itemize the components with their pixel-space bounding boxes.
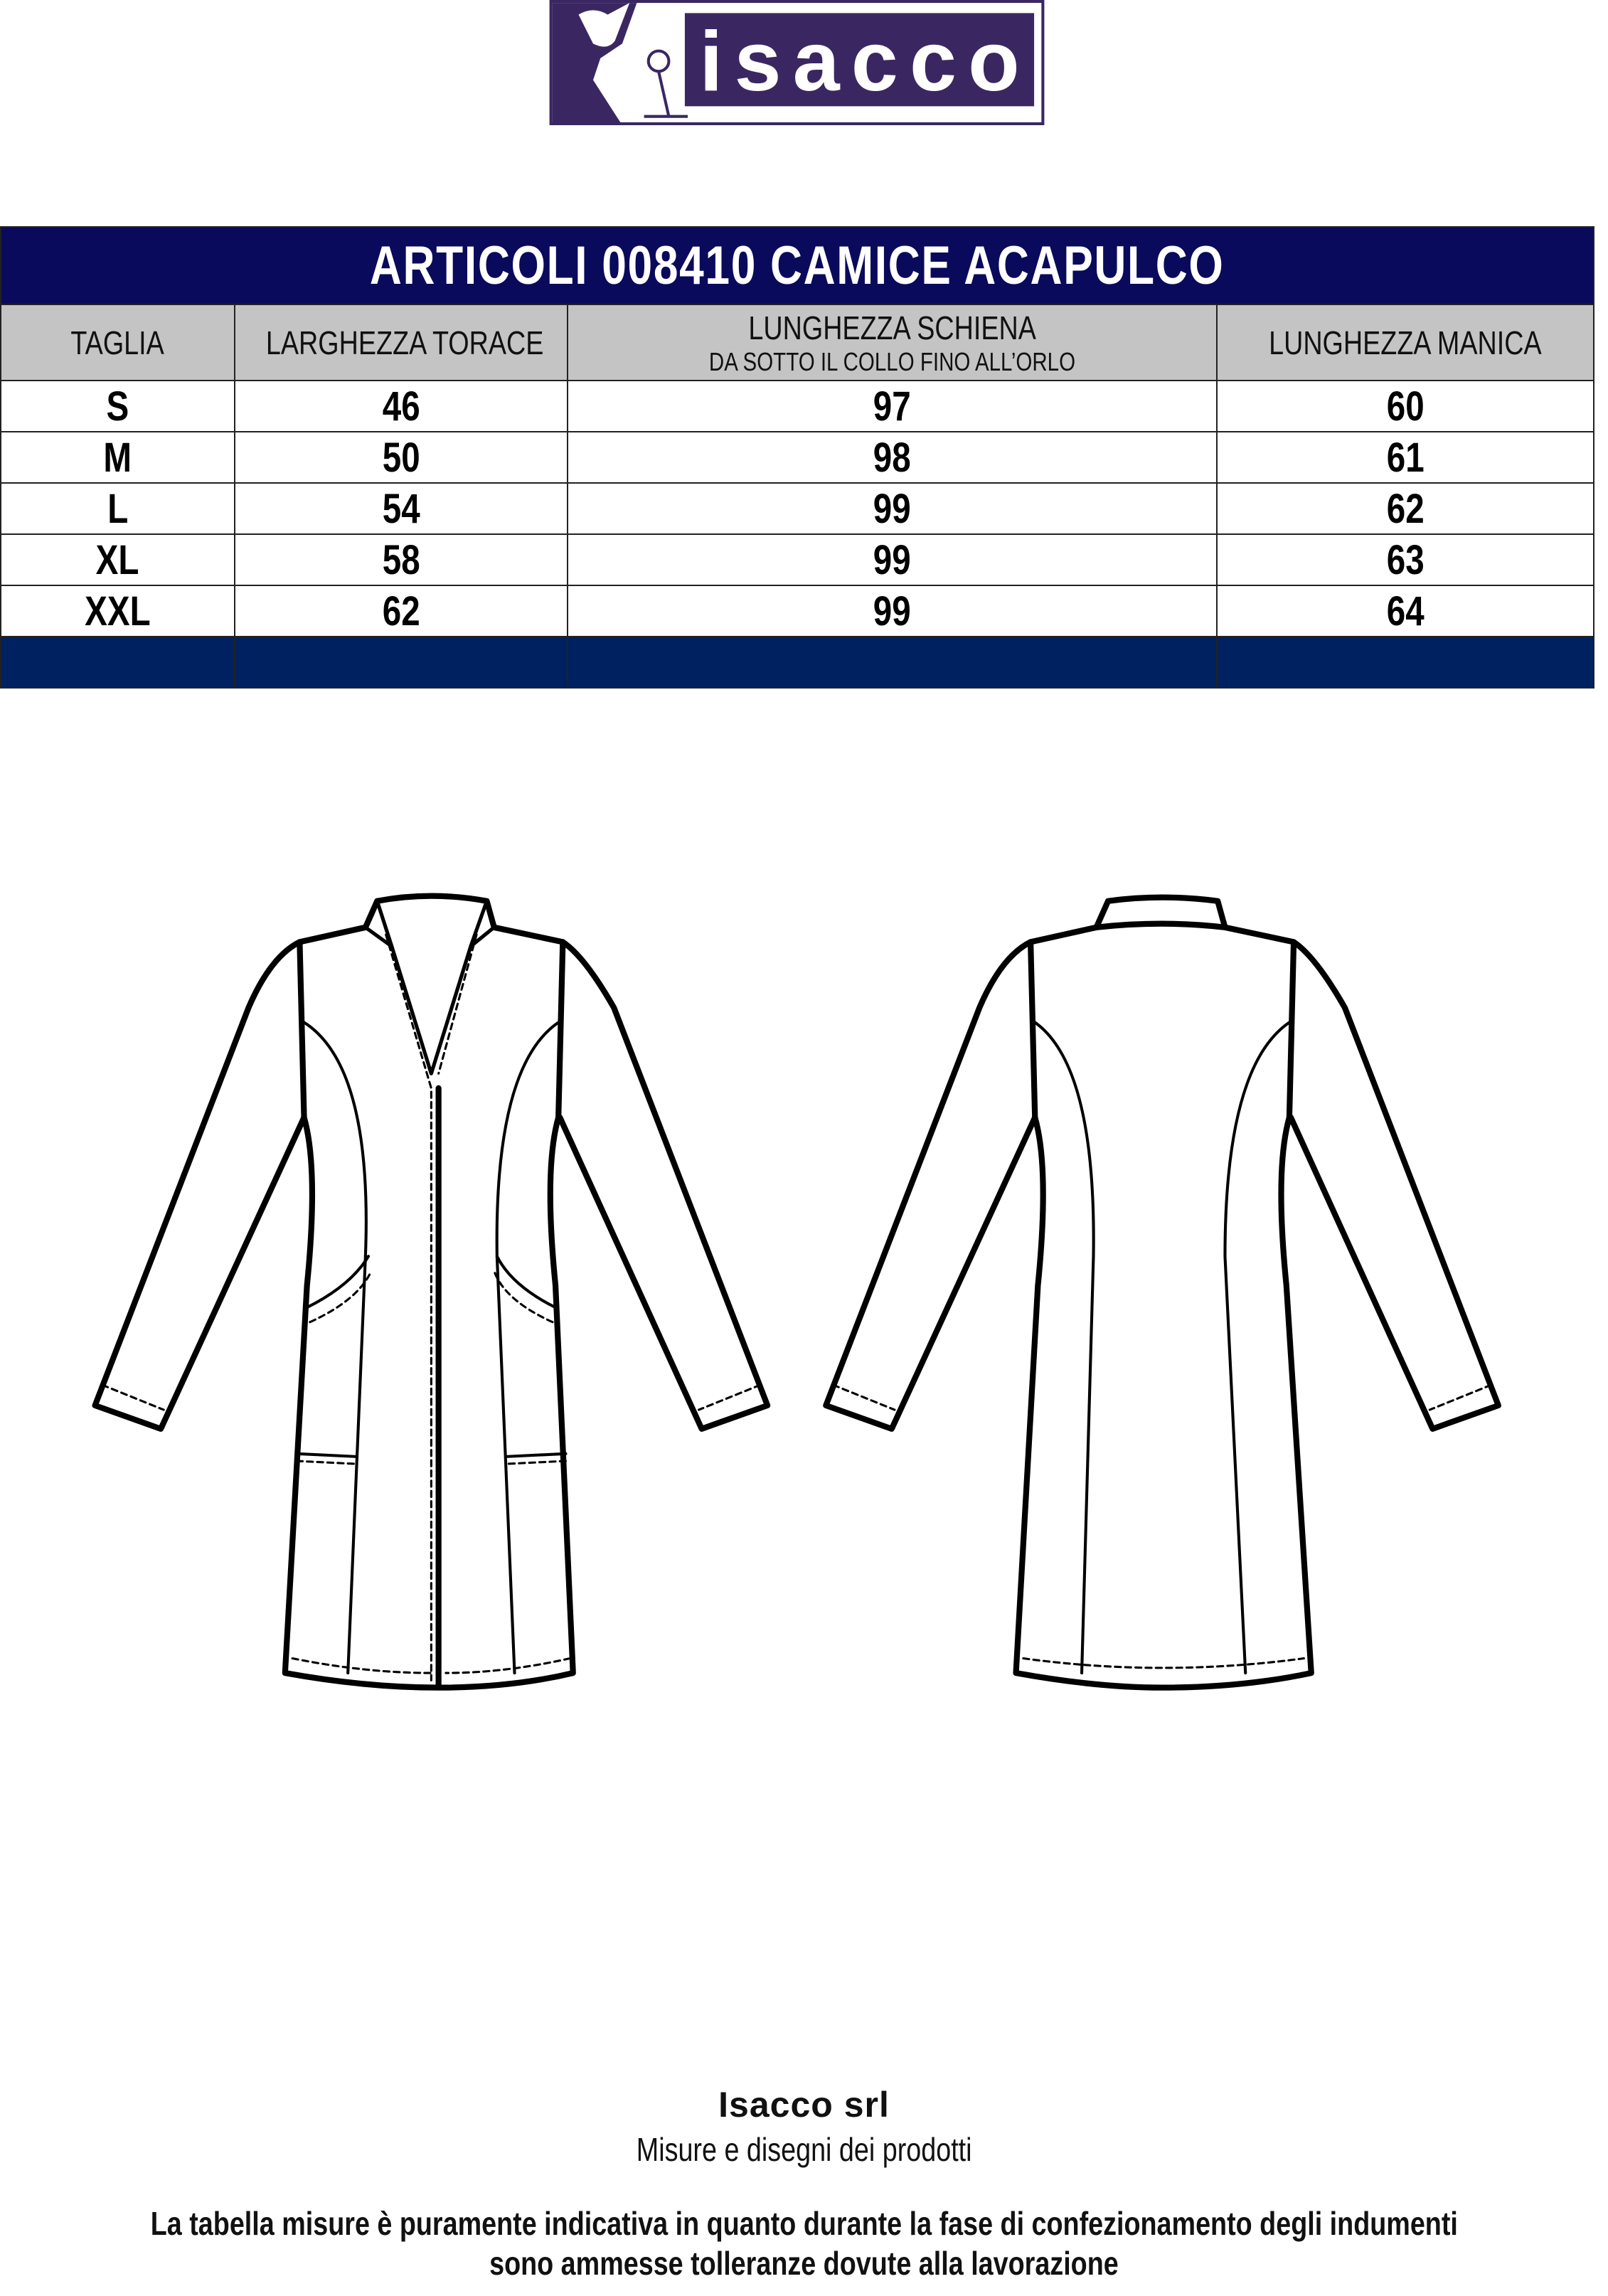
header-chest: LARGHEZZA TORACE	[234, 304, 568, 381]
table-row: XL 58 99 63	[0, 533, 1595, 586]
disclaimer: La tabella misure è puramente indicativa…	[150, 2205, 1458, 2282]
table-row: M 50 98 61	[0, 431, 1595, 484]
table-footer-band	[0, 636, 1595, 689]
table-row: XXL 62 99 64	[0, 585, 1595, 637]
garment-drawings	[92, 893, 1501, 1691]
coat-front-drawing	[92, 893, 771, 1691]
table-row: S 46 97 60	[0, 380, 1595, 432]
company-name: Isacco srl	[718, 2085, 890, 2125]
coat-back-drawing	[823, 894, 1501, 1691]
table-row: L 54 99 62	[0, 482, 1595, 535]
table-title: ARTICOLI 008410 CAMICE ACAPULCO	[0, 226, 1595, 305]
svg-text:isacco: isacco	[699, 15, 1019, 109]
size-table: ARTICOLI 008410 CAMICE ACAPULCO TAGLIA L…	[0, 226, 1595, 689]
header-sleeve: LUNGHEZZA MANICA	[1215, 304, 1595, 381]
header-back: LUNGHEZZA SCHIENA DA SOTTO IL COLLO FINO …	[567, 304, 1218, 381]
footer-subtitle: Misure e disegni dei prodotti	[636, 2131, 972, 2168]
isacco-logo: isacco	[549, 0, 1045, 125]
header-size: TAGLIA	[0, 304, 235, 381]
header-back-note: DA SOTTO IL COLLO FINO ALL’ORLO	[708, 346, 1076, 376]
